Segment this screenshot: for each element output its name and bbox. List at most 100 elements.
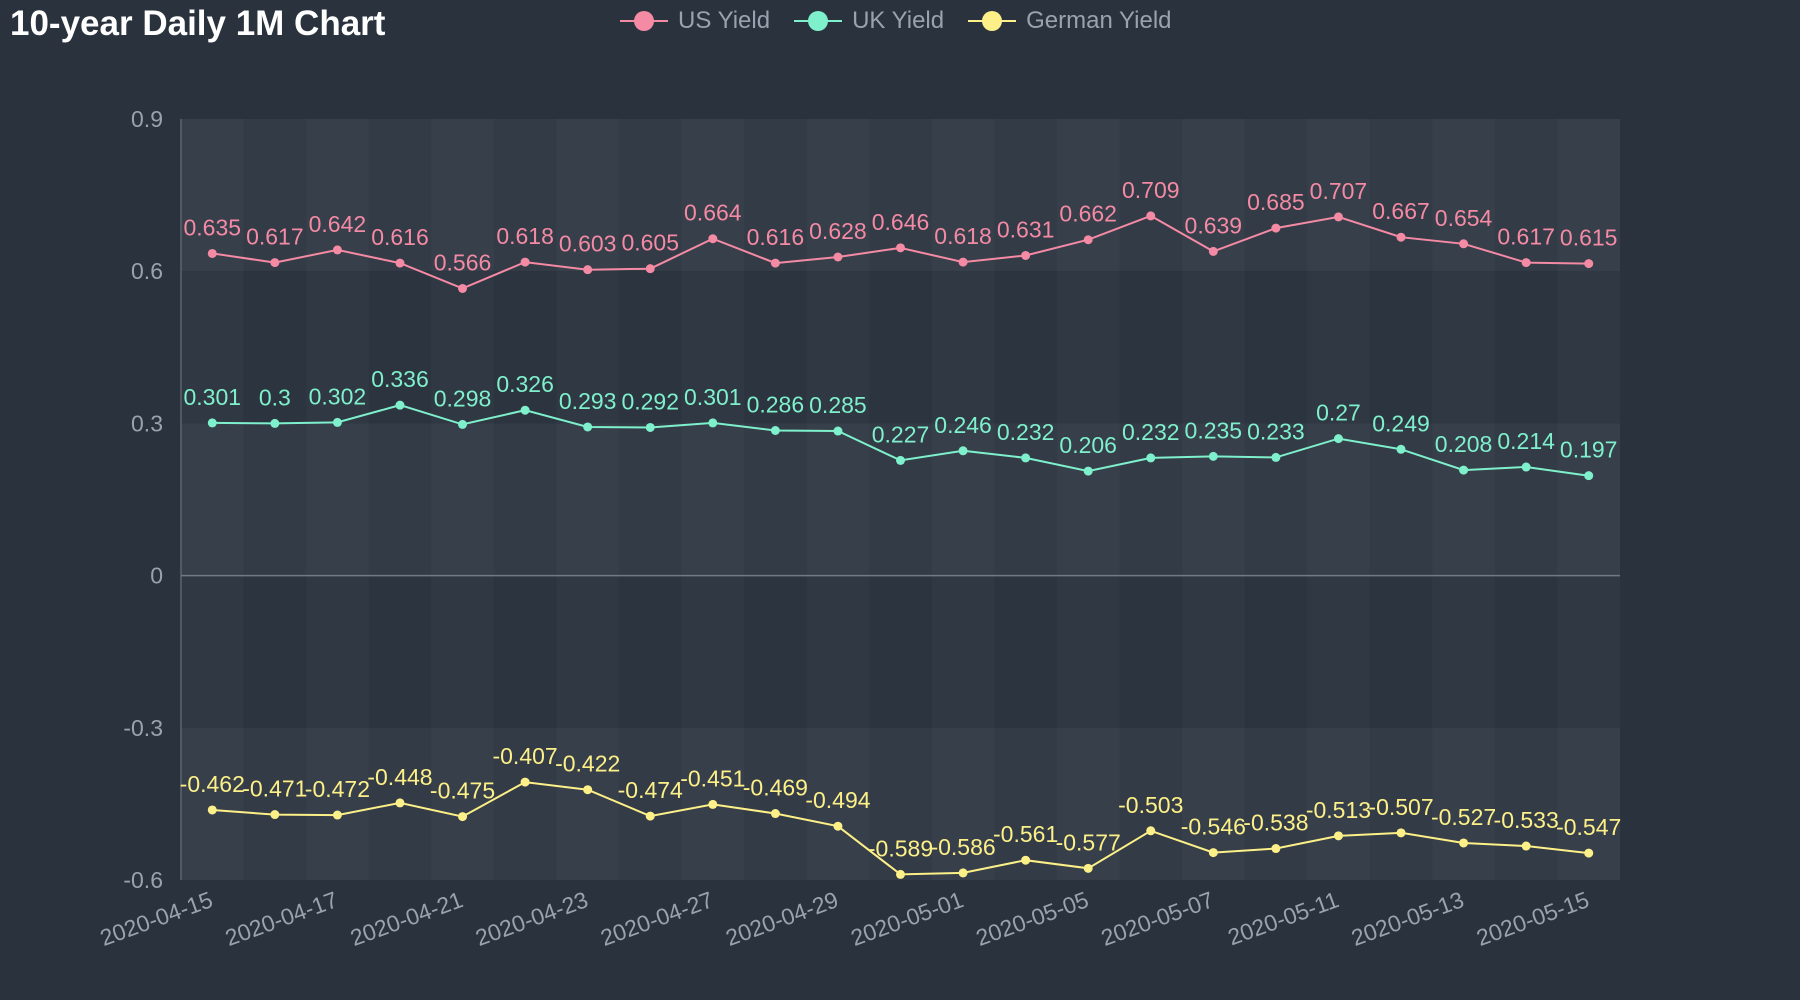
data-label: 0.326 xyxy=(496,371,554,397)
data-point xyxy=(770,809,780,819)
legend-label: US Yield xyxy=(678,7,771,34)
data-point xyxy=(395,400,405,410)
x-tick-label: 2020-05-01 xyxy=(847,886,966,951)
x-tick-label: 2020-04-21 xyxy=(347,886,466,951)
data-point xyxy=(458,419,468,429)
data-point xyxy=(645,264,655,274)
data-label: 0.232 xyxy=(997,419,1055,445)
y-band xyxy=(181,727,1620,880)
data-point xyxy=(520,257,530,267)
x-tick-label: 2020-05-07 xyxy=(1098,886,1217,951)
data-label: 0.654 xyxy=(1435,205,1493,231)
data-point xyxy=(458,283,468,293)
data-point xyxy=(1208,451,1218,461)
data-label: -0.451 xyxy=(680,765,745,791)
data-label: 0.605 xyxy=(621,230,679,256)
data-point xyxy=(1584,471,1594,481)
data-point xyxy=(332,245,342,255)
data-point xyxy=(770,258,780,268)
x-band xyxy=(493,119,557,880)
data-point xyxy=(1459,465,1469,475)
data-label: -0.503 xyxy=(1118,792,1183,818)
legend-label: UK Yield xyxy=(852,7,945,34)
data-label: 0.707 xyxy=(1310,178,1368,204)
x-tick-label: 2020-05-15 xyxy=(1473,886,1592,951)
data-point xyxy=(896,869,905,879)
data-label: 0.206 xyxy=(1059,432,1117,458)
data-label: 0.617 xyxy=(1497,224,1555,250)
x-tick-label: 2020-04-17 xyxy=(222,886,341,951)
data-label: 0.618 xyxy=(934,223,992,249)
legend-item[interactable]: UK Yield xyxy=(792,6,944,36)
data-point xyxy=(1333,831,1343,841)
x-band xyxy=(1369,119,1433,880)
data-point xyxy=(1146,453,1156,463)
data-point xyxy=(1459,838,1469,848)
x-tick-label: 2020-04-15 xyxy=(97,886,216,951)
data-label: 0.292 xyxy=(621,388,679,414)
data-point xyxy=(1333,434,1343,444)
legend-item[interactable]: US Yield xyxy=(618,6,770,36)
data-label: 0.301 xyxy=(184,384,242,410)
y-tick-label: 0.6 xyxy=(131,258,163,284)
data-label: 0.642 xyxy=(309,211,367,237)
data-label: -0.407 xyxy=(492,743,557,769)
data-label: 0.662 xyxy=(1059,201,1117,227)
data-point xyxy=(1146,211,1156,221)
data-point xyxy=(583,265,593,275)
x-band xyxy=(1494,119,1558,880)
data-label: -0.474 xyxy=(618,777,683,803)
data-point xyxy=(896,455,905,465)
data-label: 0.27 xyxy=(1316,400,1361,426)
x-band xyxy=(368,119,432,880)
data-point xyxy=(770,426,780,436)
chart-title: 10-year Daily 1M Chart xyxy=(10,4,386,43)
data-point xyxy=(1521,841,1531,851)
data-label: 0.285 xyxy=(809,392,867,418)
data-point xyxy=(1271,223,1281,233)
data-label: -0.546 xyxy=(1181,814,1246,840)
data-label: -0.507 xyxy=(1368,794,1433,820)
data-label: -0.589 xyxy=(868,835,933,861)
data-label: 0.197 xyxy=(1560,437,1618,463)
data-label: -0.462 xyxy=(180,771,245,797)
data-point xyxy=(958,446,968,456)
x-tick-label: 2020-04-23 xyxy=(472,886,591,951)
data-point xyxy=(958,257,968,267)
x-tick-label: 2020-05-11 xyxy=(1224,886,1342,950)
data-label: -0.547 xyxy=(1556,814,1621,840)
data-point xyxy=(833,252,843,262)
data-label: 0.639 xyxy=(1185,212,1243,238)
data-point xyxy=(833,821,843,831)
data-label: 0.232 xyxy=(1122,419,1180,445)
data-label: -0.527 xyxy=(1431,804,1496,830)
data-point xyxy=(1521,258,1531,268)
data-label: 0.233 xyxy=(1247,418,1305,444)
data-label: 0.635 xyxy=(184,214,242,240)
data-label: 0.617 xyxy=(246,224,304,250)
data-label: -0.448 xyxy=(367,764,432,790)
data-point xyxy=(1333,212,1343,222)
legend-item[interactable]: German Yield xyxy=(966,6,1172,36)
x-band xyxy=(1119,119,1183,880)
data-point xyxy=(520,405,530,415)
data-point xyxy=(645,811,655,821)
y-tick-label: -0.3 xyxy=(123,715,163,741)
y-band xyxy=(181,575,1620,728)
data-point xyxy=(1271,844,1281,854)
data-point xyxy=(833,426,843,436)
data-label: 0.709 xyxy=(1122,177,1180,203)
data-point xyxy=(270,258,280,268)
data-point xyxy=(1021,453,1031,463)
data-point xyxy=(207,805,217,815)
data-label: -0.475 xyxy=(430,778,495,804)
y-tick-label: 0.9 xyxy=(131,106,163,132)
data-label: -0.538 xyxy=(1243,810,1308,836)
data-point xyxy=(708,418,718,428)
data-point xyxy=(583,785,593,795)
data-point xyxy=(1396,828,1406,838)
data-label: 0.302 xyxy=(309,383,367,409)
